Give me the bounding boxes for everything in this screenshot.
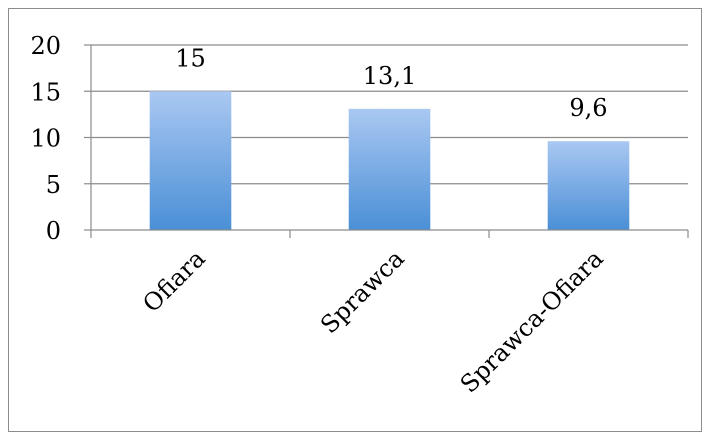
axes [84,44,689,238]
data-label: 13,1 [363,62,416,90]
y-tick-label: 10 [30,125,61,153]
y-tick-label: 15 [30,78,61,106]
y-tick-label: 5 [46,171,61,199]
x-category-label: Sprawca [315,244,410,339]
y-tick-label: 0 [46,217,61,245]
bar [348,108,431,230]
x-category-label: Sprawca-Ofiara [455,244,609,398]
x-category-label: Ofiara [137,244,210,317]
data-label: 15 [175,44,206,72]
data-label: 9,6 [569,94,607,122]
labels: 0 5 10 15 20 15 Ofiara 13,1 Sprawca 9,6 Sprawca-Of… [30,32,608,398]
bars [149,91,630,230]
y-tick-label: 20 [30,32,61,60]
bar [149,91,232,230]
bar [547,141,630,230]
